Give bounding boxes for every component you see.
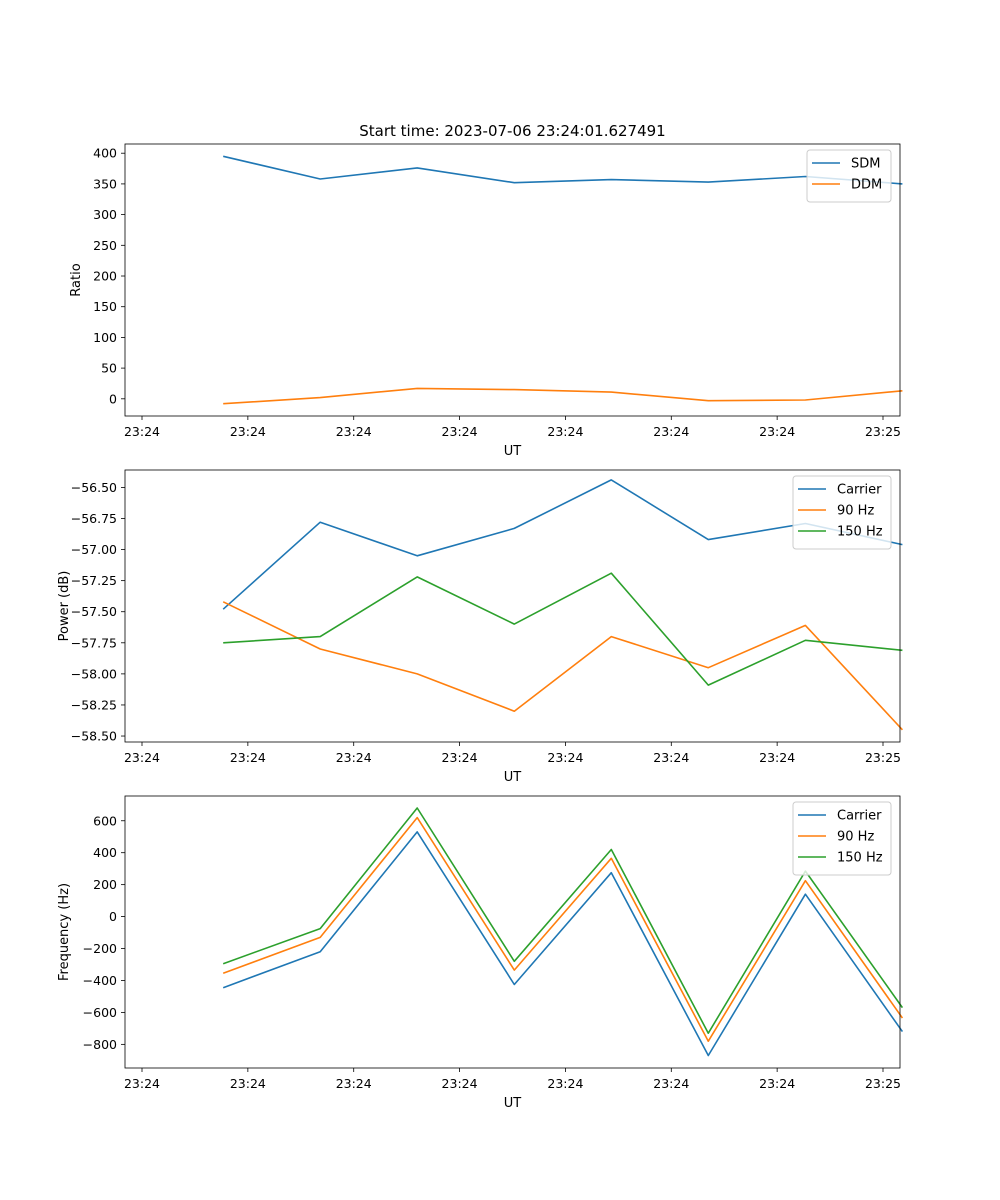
series-line-carrier: [222, 831, 904, 1057]
x-tick-label: 23:25: [865, 750, 901, 765]
x-tick-label: 23:24: [230, 1076, 266, 1091]
x-tick-label: 23:24: [124, 424, 160, 439]
y-tick-label: −57.00: [71, 542, 117, 557]
y-tick-label: −57.25: [71, 573, 117, 588]
x-tick-label: 23:24: [336, 1076, 372, 1091]
legend-label: 90 Hz: [837, 830, 874, 845]
x-tick-label: 23:24: [336, 750, 372, 765]
y-tick-label: 200: [93, 269, 117, 284]
x-tick-label: 23:25: [865, 1076, 901, 1091]
axes-frame: [124, 469, 901, 743]
y-tick-label: 200: [93, 877, 117, 892]
y-tick-label: 250: [93, 238, 117, 253]
y-tick-label: 150: [93, 299, 117, 314]
x-tick-label: 23:24: [653, 424, 689, 439]
legend-label: 150 Hz: [837, 851, 883, 866]
series-line-ddm: [223, 387, 903, 405]
y-tick-label: 50: [101, 361, 117, 376]
x-tick-label: 23:24: [547, 750, 583, 765]
x-axis-label: UT: [504, 444, 522, 459]
x-tick-label: 23:24: [759, 424, 795, 439]
y-tick-label: −56.50: [71, 480, 117, 495]
y-tick-label: −57.50: [71, 604, 117, 619]
series-line-sdm: [223, 155, 903, 185]
x-tick-label: 23:24: [442, 1076, 478, 1091]
x-axis-label: UT: [504, 770, 522, 785]
x-tick-label: 23:25: [865, 424, 901, 439]
y-axis-label: Frequency (Hz): [57, 883, 72, 981]
subplot-3: −800 −600 −400 −200 0 200 400 600 23:24 23:24 23:2…: [57, 795, 904, 1111]
x-tick-label: 23:24: [230, 750, 266, 765]
y-tick-label: −800: [83, 1037, 117, 1052]
x-tick-label: 23:24: [230, 424, 266, 439]
y-tick-label: −56.75: [71, 511, 117, 526]
x-tick-label: 23:24: [336, 424, 372, 439]
axes-frame: [124, 143, 901, 417]
legend-label: Carrier: [837, 483, 882, 498]
chart-title: Start time: 2023-07-06 23:24:01.627491: [359, 122, 665, 140]
x-tick-label: 23:24: [759, 750, 795, 765]
y-tick-label: 600: [93, 813, 117, 828]
legend-label: Carrier: [837, 809, 882, 824]
y-tick-label: 300: [93, 207, 117, 222]
series-line-90-hz: [222, 816, 904, 1042]
x-tick-label: 23:24: [442, 424, 478, 439]
x-tick-label: 23:24: [124, 1076, 160, 1091]
y-tick-label: −600: [83, 1005, 117, 1020]
series-line-carrier: [222, 479, 903, 610]
y-tick-label: 100: [93, 330, 117, 345]
axes-frame: [124, 795, 901, 1069]
x-tick-label: 23:24: [124, 750, 160, 765]
x-tick-label: 23:24: [653, 1076, 689, 1091]
legend-label: DDM: [851, 178, 882, 193]
legend-label: 90 Hz: [837, 504, 874, 519]
series-line-90-hz: [222, 601, 903, 731]
y-tick-label: 0: [109, 909, 117, 924]
x-tick-label: 23:24: [759, 1076, 795, 1091]
y-tick-label: 400: [93, 146, 117, 161]
legend: Carrier 90 Hz 150 Hz: [792, 475, 892, 550]
y-tick-label: −57.75: [71, 635, 117, 650]
y-tick-label: −58.00: [71, 666, 117, 681]
y-tick-label: −58.25: [71, 697, 117, 712]
series-line-150-hz: [222, 807, 904, 1034]
y-axis-label: Power (dB): [57, 571, 72, 642]
x-tick-label: 23:24: [547, 424, 583, 439]
x-tick-label: 23:24: [442, 750, 478, 765]
y-tick-label: −400: [83, 973, 117, 988]
y-tick-label: 400: [93, 845, 117, 860]
y-tick-label: −58.50: [71, 729, 117, 744]
subplot-2: −58.50 −58.25 −58.00 −57.75 −57.50 −57.25 −57.…: [57, 469, 903, 785]
legend: SDM DDM: [806, 149, 892, 203]
x-tick-label: 23:24: [653, 750, 689, 765]
y-tick-label: 0: [109, 391, 117, 406]
y-tick-label: 350: [93, 176, 117, 191]
legend-label: SDM: [851, 157, 880, 172]
x-axis-label: UT: [504, 1096, 522, 1111]
x-tick-label: 23:24: [547, 1076, 583, 1091]
legend-label: 150 Hz: [837, 525, 883, 540]
subplot-1: Start time: 2023-07-06 23:24:01.627491 0 5…: [69, 122, 903, 459]
legend: Carrier 90 Hz 150 Hz: [792, 801, 892, 876]
y-axis-label: Ratio: [69, 263, 84, 296]
y-tick-label: −200: [83, 941, 117, 956]
series-line-150-hz: [223, 572, 903, 686]
